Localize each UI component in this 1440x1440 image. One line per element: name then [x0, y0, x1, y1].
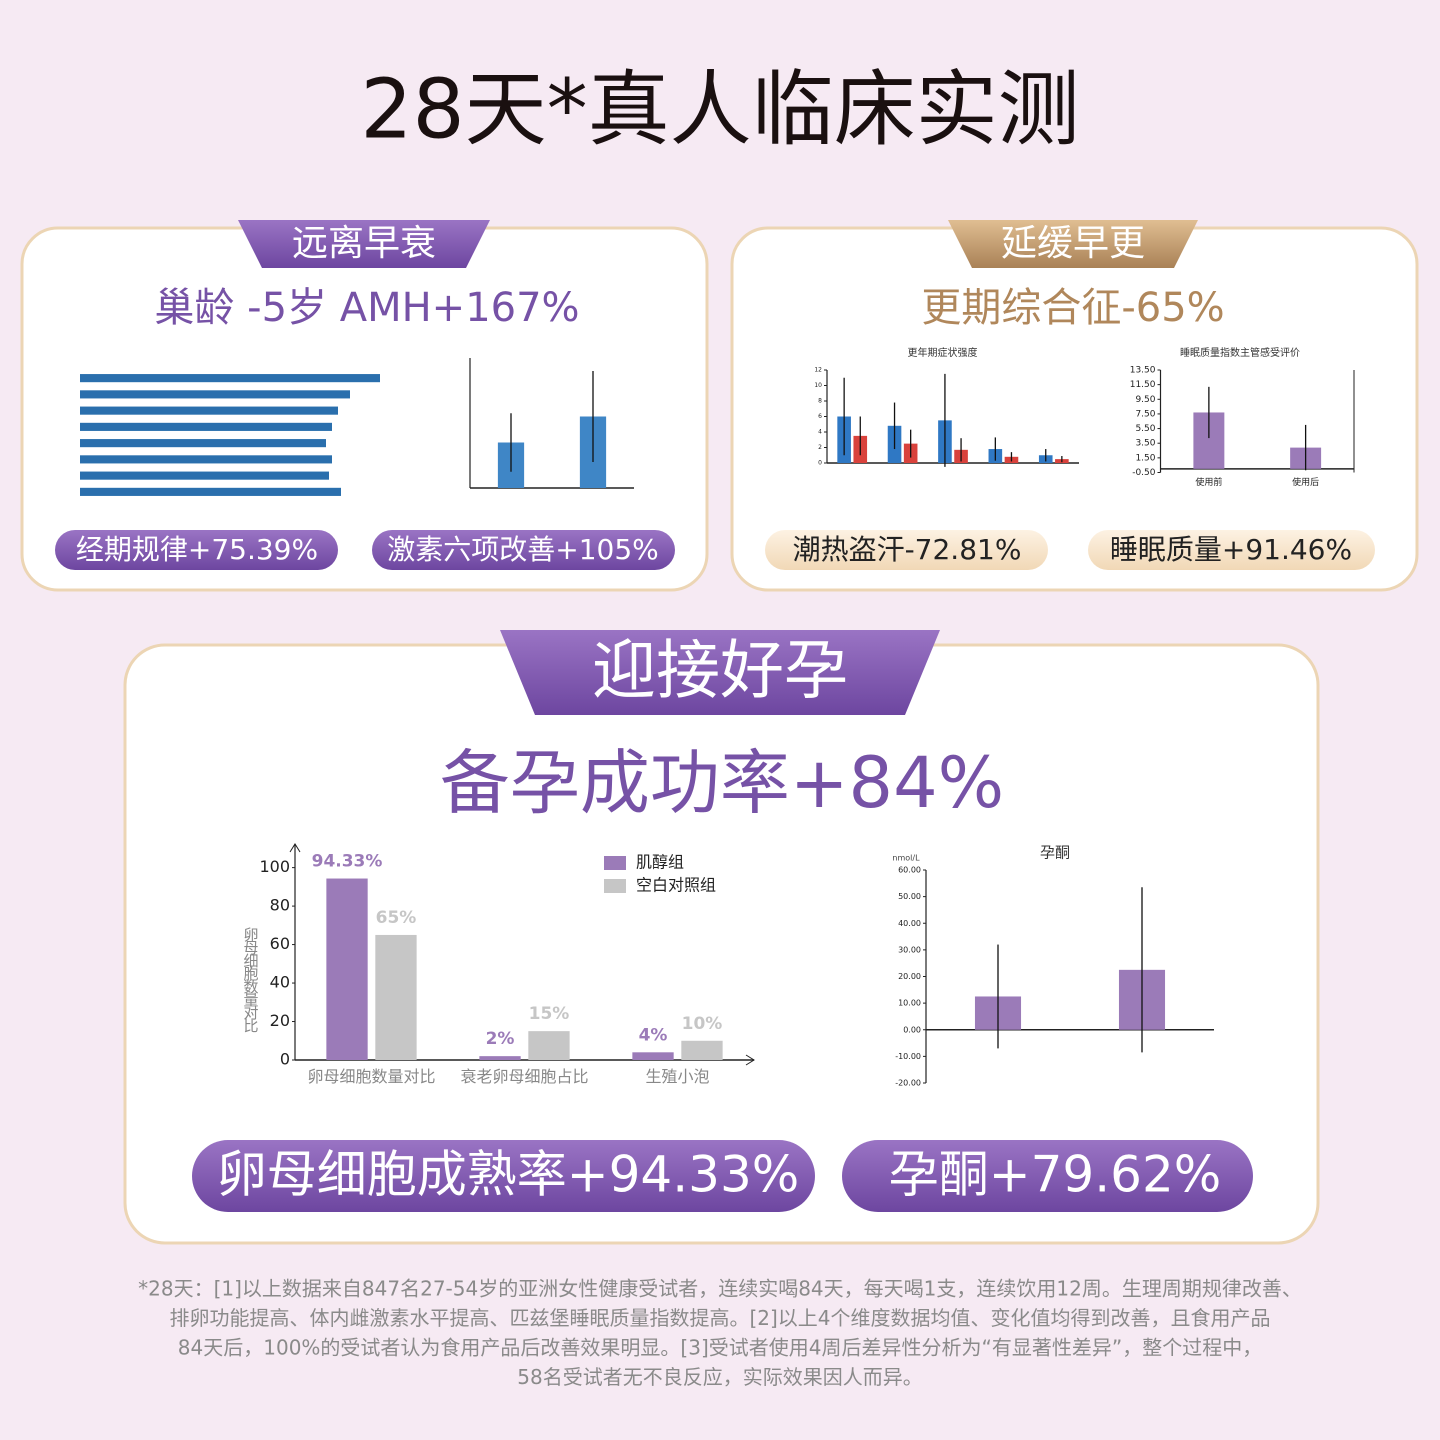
panel-tag: 远离早衰 — [292, 223, 436, 264]
badge-text: 潮热盗汗-72.81% — [793, 533, 1022, 566]
footnote-line: *28天：[1]以上数据来自847名27-54岁的亚洲女性健康受试者，连续实喝8… — [138, 1277, 1302, 1301]
badge-text: 卵母细胞成熟率+94.33% — [217, 1146, 800, 1204]
y-tick-label: 40.00 — [898, 919, 921, 928]
y-tick-label: 0.00 — [903, 1025, 921, 1034]
page-title: 28天*真人临床实测 — [360, 62, 1079, 157]
value-label: 15% — [529, 1004, 570, 1024]
legend-label: 空白对照组 — [636, 876, 716, 895]
axis-arrow — [289, 843, 301, 853]
footnote-line: 排卵功能提高、体内雌激素水平提高、匹兹堡睡眠质量指数提高。[2]以上4个维度数据… — [169, 1306, 1270, 1330]
bar — [681, 1040, 723, 1060]
bar — [80, 487, 341, 496]
bar — [80, 471, 329, 480]
headline: 巢龄 -5岁 AMH+167% — [154, 285, 579, 331]
y-tick-label: -0.50 — [1132, 468, 1156, 478]
bar — [80, 422, 332, 431]
x-tick-label: 使用后 — [1292, 476, 1319, 488]
axis-arrow — [745, 1054, 755, 1066]
y-tick-label: 10.00 — [898, 999, 921, 1008]
y-tick-label: 50.00 — [898, 892, 921, 901]
badge-text: 激素六项改善+105% — [387, 533, 659, 566]
y-tick-label: 3.50 — [1135, 439, 1155, 449]
chart-title: 更年期症状强度 — [908, 346, 978, 359]
headline: 更期综合征-65% — [921, 285, 1224, 331]
value-label: 4% — [639, 1025, 668, 1045]
y-tick-label: 2 — [818, 444, 822, 451]
value-label: 94.33% — [312, 852, 383, 872]
bar — [80, 439, 326, 448]
bar — [479, 1056, 521, 1060]
badge — [765, 530, 1048, 570]
y-tick-label: 8 — [818, 398, 822, 405]
y-tick-label: 60 — [270, 934, 290, 953]
y-tick-label: -20.00 — [895, 1079, 921, 1088]
value-label: 10% — [682, 1014, 723, 1034]
y-tick-label: 20.00 — [898, 972, 921, 981]
bar — [528, 1031, 570, 1060]
badge-text: 睡眠质量+91.46% — [1110, 533, 1352, 566]
bar — [375, 934, 417, 1060]
bar — [632, 1052, 674, 1060]
bar — [80, 390, 350, 399]
bar — [80, 406, 338, 415]
x-tick-label: 使用前 — [1195, 476, 1222, 488]
y-tick-label: 20 — [270, 1011, 290, 1030]
y-tick-label: 10 — [814, 382, 822, 389]
legend-label: 肌醇组 — [636, 853, 684, 872]
badge-text: 经期规律+75.39% — [76, 533, 318, 566]
bar — [80, 455, 332, 464]
y-tick-label: -10.00 — [895, 1052, 921, 1061]
legend-swatch — [604, 856, 626, 870]
tag-shape — [500, 630, 940, 715]
y-tick-label: 0 — [818, 460, 822, 467]
footnote-line: 84天后，100%的受试者认为食用产品后改善效果明显。[3]受试者使用4周后差异… — [178, 1336, 1262, 1360]
badge — [192, 1140, 815, 1212]
y-tick-label: 4 — [818, 429, 822, 436]
y-axis-label: nmol/L — [892, 854, 920, 863]
bar — [80, 374, 380, 383]
badge — [55, 530, 338, 570]
value-label: 2% — [486, 1029, 515, 1049]
y-tick-label: 13.50 — [1130, 366, 1156, 376]
x-tick-label: 卵母细胞数量对比 — [307, 1067, 435, 1086]
y-tick-label: 1.50 — [1135, 453, 1155, 463]
y-tick-label: 0 — [280, 1050, 290, 1069]
badge — [842, 1140, 1253, 1212]
panel-tag: 延缓早更 — [1001, 223, 1145, 264]
y-tick-label: 5.50 — [1135, 424, 1155, 434]
tag-shape — [948, 220, 1198, 268]
footnote-line: 58名受试者无不良反应，实际效果因人而异。 — [517, 1365, 922, 1389]
y-tick-label: 60.00 — [898, 866, 921, 875]
panel-tag: 迎接好孕 — [592, 635, 848, 709]
x-tick-label: 生殖小泡 — [645, 1067, 709, 1086]
legend-swatch — [604, 879, 626, 893]
y-tick-label: 80 — [270, 896, 290, 915]
value-label: 65% — [376, 908, 417, 928]
y-axis-label: 卵母细胞数量对比 — [242, 927, 260, 1033]
chart-title: 睡眠质量指数主管感受评价 — [1180, 346, 1300, 359]
y-tick-label: 40 — [270, 973, 290, 992]
chart-title: 孕酮 — [1040, 844, 1070, 862]
y-tick-label: 30.00 — [898, 945, 921, 954]
x-tick-label: 衰老卵母细胞占比 — [460, 1067, 588, 1086]
y-tick-label: 11.50 — [1130, 380, 1156, 390]
badge-text: 孕酮+79.62% — [889, 1146, 1222, 1204]
y-tick-label: 9.50 — [1135, 395, 1155, 405]
y-tick-label: 7.50 — [1135, 409, 1155, 419]
y-tick-label: 6 — [818, 413, 822, 420]
tag-shape — [238, 220, 490, 268]
headline: 备孕成功率+84% — [440, 742, 1004, 824]
badge — [372, 530, 675, 570]
bar — [326, 878, 368, 1060]
badge — [1088, 530, 1375, 570]
y-tick-label: 12 — [814, 367, 822, 374]
y-tick-label: 100 — [259, 857, 290, 876]
